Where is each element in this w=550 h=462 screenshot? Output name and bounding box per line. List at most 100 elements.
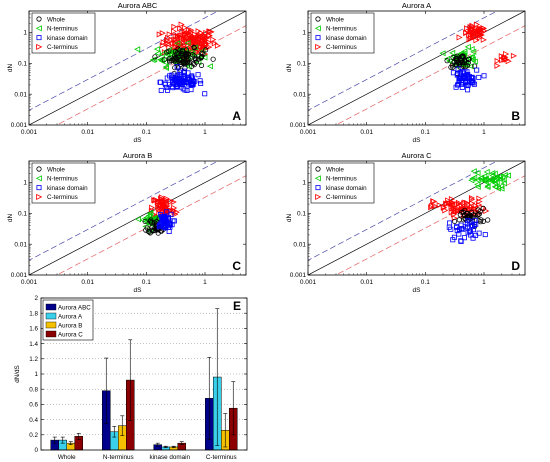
legend-entry: C-terminus: [326, 44, 357, 51]
point-kinase: [164, 209, 170, 215]
y-axis-label: dN: [7, 64, 14, 73]
point-c-terminus: [478, 31, 485, 39]
point-c-terminus: [167, 198, 175, 205]
point-whole: [476, 211, 482, 217]
point-c-terminus: [468, 26, 475, 33]
point-n-terminus: [134, 216, 141, 223]
point-c-terminus: [476, 198, 483, 205]
legend-marker-n-terminus: [314, 25, 321, 32]
point-c-terminus: [168, 36, 175, 44]
point-kinase: [458, 238, 464, 244]
point-whole: [477, 208, 483, 214]
point-kinase: [195, 72, 201, 78]
point-kinase: [165, 87, 171, 93]
point-c-terminus: [171, 23, 178, 30]
point-whole: [458, 58, 464, 64]
point-whole: [180, 48, 186, 54]
point-n-terminus: [477, 174, 484, 182]
point-c-terminus: [464, 200, 471, 207]
point-n-terminus: [470, 168, 477, 175]
point-n-terminus: [174, 40, 181, 47]
point-c-terminus: [170, 207, 177, 214]
point-c-terminus: [501, 54, 508, 61]
point-c-terminus: [166, 31, 173, 38]
point-c-terminus: [454, 208, 461, 215]
point-kinase: [458, 78, 464, 84]
y-axis-label: dN/dS: [14, 365, 21, 383]
point-whole: [161, 57, 167, 63]
point-n-terminus: [481, 173, 488, 180]
point-c-terminus: [206, 32, 213, 39]
category-label: C-terminus: [206, 454, 237, 461]
point-whole: [192, 56, 198, 62]
legend-entry: N-terminus: [47, 176, 78, 183]
legend-entry: N-terminus: [326, 176, 357, 183]
point-whole: [198, 62, 205, 68]
point-whole: [198, 54, 204, 60]
legend-entry: N-terminus: [47, 26, 78, 33]
point-c-terminus: [443, 200, 451, 208]
point-kinase: [167, 224, 173, 230]
point-c-terminus: [157, 202, 164, 209]
point-c-terminus: [155, 198, 163, 205]
point-n-terminus: [468, 177, 475, 184]
point-whole: [190, 60, 196, 67]
point-c-terminus: [456, 34, 463, 41]
point-c-terminus: [466, 32, 473, 39]
point-n-terminus: [439, 50, 446, 57]
y-tick-label: 0.001: [11, 272, 28, 279]
legend-entry: Aurora ABC: [58, 304, 91, 311]
point-kinase: [461, 235, 467, 241]
point-c-terminus: [480, 36, 487, 43]
y-axis-label: dN: [286, 64, 293, 73]
point-whole: [463, 63, 469, 70]
point-kinase: [474, 67, 480, 73]
point-whole: [203, 47, 209, 53]
x-tick-label: 1: [203, 129, 207, 136]
point-n-terminus: [134, 46, 141, 53]
point-n-terminus: [493, 179, 500, 186]
y-tick-label: 0.1: [297, 211, 306, 218]
legend-marker-c-terminus: [315, 43, 322, 50]
point-c-terminus: [164, 36, 171, 44]
point-kinase: [164, 75, 170, 81]
point-c-terminus: [188, 29, 195, 36]
point-c-terminus: [173, 209, 180, 216]
x-tick-label: 0.01: [360, 279, 373, 286]
point-kinase: [465, 224, 471, 230]
point-c-terminus: [179, 35, 186, 43]
point-whole: [456, 217, 462, 223]
point-whole: [191, 53, 197, 59]
point-c-terminus: [430, 198, 437, 205]
legend-entry: Aurora C: [58, 331, 83, 338]
point-c-terminus: [476, 195, 483, 202]
point-kinase: [446, 224, 452, 230]
panel-title: Aurora ABC: [118, 1, 158, 10]
point-whole: [462, 58, 468, 64]
lower-line: [335, 25, 525, 125]
point-n-terminus: [474, 170, 481, 177]
y-tick-label: 1: [23, 180, 27, 187]
point-whole: [444, 58, 450, 64]
point-whole: [185, 51, 191, 57]
point-kinase: [470, 75, 476, 81]
point-whole: [449, 62, 455, 68]
point-kinase: [481, 73, 487, 79]
y-tick-label: 0.01: [293, 241, 306, 248]
point-n-terminus: [443, 55, 451, 62]
point-whole: [182, 53, 189, 59]
legend-entry: Aurora A: [58, 313, 83, 320]
y-tick-label: 0: [34, 447, 38, 454]
point-kinase: [458, 81, 464, 87]
point-c-terminus: [442, 207, 449, 214]
point-c-terminus: [476, 25, 483, 32]
legend-swatch: [45, 303, 57, 311]
legend-box: [31, 162, 96, 204]
point-c-terminus: [477, 34, 484, 41]
point-n-terminus: [487, 175, 494, 183]
point-n-terminus: [143, 214, 150, 221]
point-c-terminus: [494, 62, 501, 69]
upper-line: [308, 11, 498, 111]
point-n-terminus: [206, 63, 213, 70]
